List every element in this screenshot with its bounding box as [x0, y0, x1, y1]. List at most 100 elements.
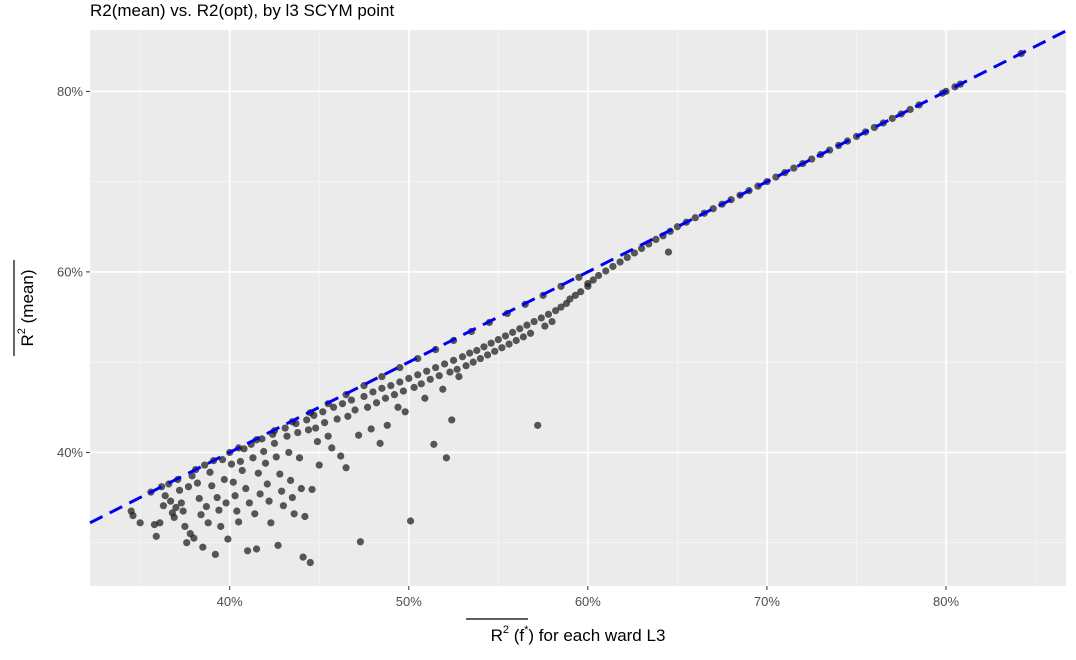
data-point: [455, 372, 463, 381]
data-point: [195, 494, 203, 503]
data-point: [238, 466, 246, 475]
data-point: [584, 282, 592, 290]
data-point: [136, 519, 144, 527]
data-point: [487, 339, 495, 347]
data-point: [286, 476, 295, 484]
data-point: [328, 444, 336, 452]
data-point: [442, 454, 450, 462]
data-point: [329, 403, 338, 411]
data-point: [243, 547, 252, 555]
data-point: [263, 480, 271, 488]
data-point: [344, 412, 352, 420]
data-point: [166, 497, 175, 505]
data-point: [204, 519, 212, 527]
data-point: [691, 214, 699, 222]
data-point: [448, 416, 456, 424]
data-point: [378, 384, 386, 392]
data-point: [440, 360, 449, 368]
data-point: [577, 288, 585, 296]
data-point: [265, 497, 273, 505]
data-point: [217, 522, 225, 531]
data-point: [473, 346, 481, 355]
data-point: [469, 358, 477, 366]
x-axis-label-sup2: *: [524, 624, 529, 636]
data-point: [367, 425, 375, 433]
data-point: [290, 510, 298, 518]
data-point: [453, 365, 461, 373]
data-point: [548, 317, 556, 326]
data-point: [233, 507, 241, 515]
data-point: [179, 507, 187, 515]
data-point: [245, 499, 253, 507]
data-point: [288, 493, 296, 502]
data-point: [161, 492, 169, 500]
y-axis-label-rest: (mean): [18, 270, 37, 329]
data-point: [295, 454, 304, 462]
reference-line: [89, 29, 1067, 525]
data-point: [208, 482, 216, 490]
data-point: [383, 421, 391, 429]
data-point: [421, 394, 429, 402]
data-point: [206, 468, 214, 476]
x-tick-label: 40%: [217, 594, 243, 609]
data-point: [414, 354, 422, 363]
data-point: [356, 538, 365, 546]
data-point: [215, 506, 223, 514]
data-point: [446, 368, 454, 376]
data-point: [222, 499, 230, 507]
y-tick-label: 80%: [57, 84, 83, 99]
y-tick-label: 40%: [57, 445, 83, 460]
data-point: [426, 375, 434, 383]
data-point: [170, 513, 178, 522]
x-axis-label-sup: 2: [503, 624, 509, 636]
data-point: [315, 461, 323, 469]
data-point: [523, 321, 531, 329]
data-point: [308, 485, 316, 494]
data-point: [537, 314, 545, 322]
data-point: [390, 391, 399, 399]
data-point: [432, 363, 440, 372]
data-point: [509, 328, 517, 336]
data-point: [276, 470, 284, 478]
data-point: [297, 484, 305, 493]
data-point: [589, 276, 597, 284]
data-point: [557, 303, 565, 311]
data-point: [159, 502, 168, 510]
y-axis-label-sup: 2: [16, 328, 28, 334]
data-point: [231, 492, 239, 500]
data-point: [396, 363, 404, 372]
data-point: [501, 332, 510, 340]
x-axis-label-rest: for each ward L3: [534, 626, 665, 645]
data-point: [414, 371, 422, 379]
data-point: [333, 415, 341, 423]
data-point: [466, 349, 474, 357]
y-tick-label: 60%: [57, 264, 83, 279]
data-point: [616, 258, 624, 266]
data-point: [369, 388, 377, 396]
data-point: [303, 416, 311, 424]
data-point: [405, 374, 413, 383]
x-axis-label: R2 (f*) for each ward L3: [491, 624, 666, 645]
data-point: [304, 426, 313, 434]
data-point: [188, 472, 196, 480]
data-point: [491, 347, 499, 355]
data-point: [534, 421, 542, 429]
data-point: [387, 382, 395, 390]
data-point: [190, 534, 198, 542]
x-axis-label-base: R: [491, 626, 503, 645]
data-point: [249, 454, 257, 462]
data-point: [544, 310, 553, 318]
data-point: [378, 372, 386, 381]
data-point: [417, 380, 425, 388]
data-point: [337, 452, 345, 460]
y-axis-ticks: 40% 60% 80%: [57, 84, 90, 460]
data-point: [283, 432, 291, 440]
data-point: [347, 396, 356, 404]
data-point: [324, 432, 332, 440]
data-point: [320, 419, 329, 427]
data-point: [267, 519, 275, 527]
data-point: [172, 503, 180, 512]
x-axis-label-end: ): [528, 626, 534, 645]
data-point: [410, 383, 418, 392]
data-point: [224, 535, 232, 543]
